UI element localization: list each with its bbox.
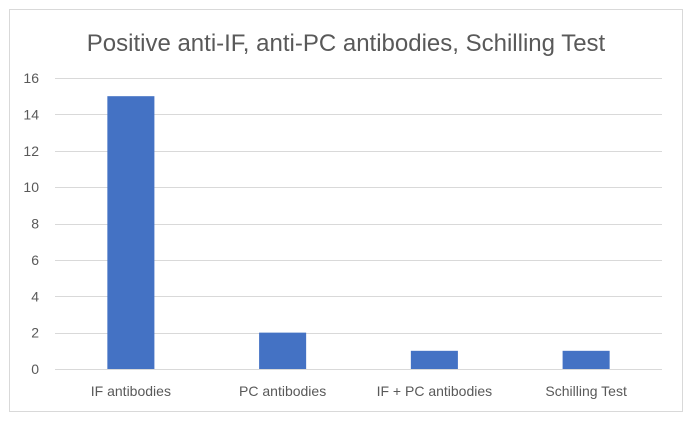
y-tick-label: 6 [31, 252, 39, 268]
x-category-label: Schilling Test [545, 383, 627, 399]
bar-if-pc-antibodies [410, 350, 458, 369]
y-tick-label: 10 [23, 179, 39, 195]
y-tick-label: 0 [31, 361, 39, 377]
bar-pc-antibodies [259, 332, 307, 369]
y-tick-label: 4 [31, 288, 39, 304]
bar-if-antibodies [107, 96, 155, 369]
y-axis-tick-labels: 0 2 4 6 8 10 12 14 16 [23, 70, 39, 377]
x-category-label: IF + PC antibodies [377, 383, 493, 399]
y-tick-label: 14 [23, 106, 39, 122]
bars [107, 96, 610, 369]
y-tick-label: 2 [31, 325, 39, 341]
x-axis-category-labels: IF antibodies PC antibodies IF + PC antibo… [91, 383, 627, 399]
bar-schilling-test [562, 350, 610, 369]
y-tick-label: 8 [31, 216, 39, 232]
chart-title: Positive anti-IF, anti-PC antibodies, Sc… [87, 30, 606, 57]
x-category-label: IF antibodies [91, 383, 171, 399]
x-category-label: PC antibodies [239, 383, 326, 399]
y-tick-label: 12 [23, 143, 39, 159]
gridlines [55, 78, 662, 334]
y-tick-label: 16 [23, 70, 39, 86]
